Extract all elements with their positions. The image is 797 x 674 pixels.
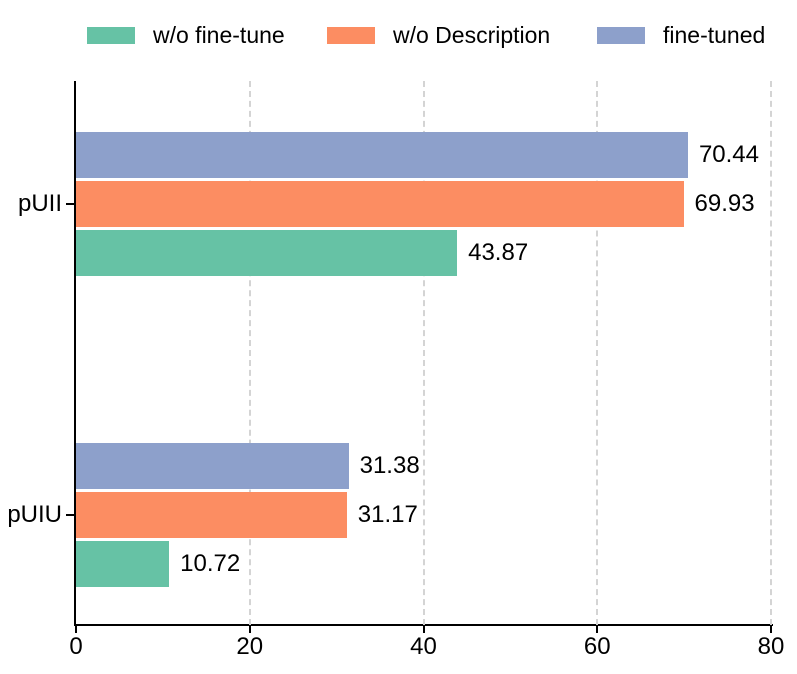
x-axis-line bbox=[74, 624, 773, 626]
bar-pUII-fine-tuned bbox=[76, 132, 688, 178]
legend-swatch-fine-tuned bbox=[597, 26, 645, 44]
y-category-label-pUII: pUII bbox=[17, 190, 62, 217]
gridline-80 bbox=[770, 81, 772, 625]
x-tick-60 bbox=[596, 626, 599, 633]
x-tick-label-60: 60 bbox=[583, 633, 611, 660]
gridline-60 bbox=[596, 81, 599, 625]
value-label-pUIU-w-o-description: 31.17 bbox=[357, 500, 418, 528]
value-label-pUII-w-o-description: 69.93 bbox=[694, 190, 755, 217]
value-label-pUIU-fine-tuned: 31.38 bbox=[359, 451, 420, 479]
x-tick-20 bbox=[248, 626, 251, 633]
bar-pUIU-fine-tuned bbox=[76, 442, 349, 489]
legend-item-fine-tuned: fine-tuned bbox=[597, 22, 765, 48]
bar-pUIU-w-o-description bbox=[76, 491, 347, 538]
bar-pUII-w-o-fine-tune bbox=[76, 230, 458, 276]
bar-pUII-w-o-description bbox=[76, 181, 684, 227]
gridline-40 bbox=[422, 81, 425, 625]
y-tick-pUIU bbox=[66, 513, 74, 516]
legend-swatch-wo-description bbox=[327, 26, 375, 44]
x-tick-40 bbox=[422, 626, 425, 633]
legend-swatch-wo-fine-tune bbox=[87, 26, 135, 44]
y-category-label-pUIU: pUIU bbox=[7, 500, 62, 528]
x-tick-label-40: 40 bbox=[410, 633, 437, 660]
legend-item-wo-fine-tune: w/o fine-tune bbox=[87, 22, 285, 48]
value-label-pUIU-w-o-fine-tune: 10.72 bbox=[180, 549, 241, 577]
legend-label-wo-fine-tune: w/o fine-tune bbox=[153, 21, 285, 48]
value-label-pUII-fine-tuned: 70.44 bbox=[698, 141, 759, 168]
value-label-pUII-w-o-fine-tune: 43.87 bbox=[468, 239, 529, 266]
x-tick-0 bbox=[75, 626, 77, 633]
y-axis-line bbox=[74, 81, 76, 626]
legend-label-fine-tuned: fine-tuned bbox=[663, 21, 766, 48]
legend: w/o fine-tune w/o Description fine-tuned bbox=[0, 0, 797, 60]
x-tick-80 bbox=[770, 626, 772, 633]
bar-pUIU-w-o-fine-tune bbox=[76, 540, 170, 587]
y-tick-pUII bbox=[66, 203, 74, 205]
x-tick-label-20: 20 bbox=[236, 633, 264, 660]
x-tick-label-80: 80 bbox=[757, 633, 785, 660]
x-tick-label-0: 0 bbox=[69, 633, 83, 660]
gridline-20 bbox=[248, 81, 251, 625]
legend-item-wo-description: w/o Description bbox=[327, 22, 550, 48]
legend-label-wo-description: w/o Description bbox=[393, 21, 551, 48]
